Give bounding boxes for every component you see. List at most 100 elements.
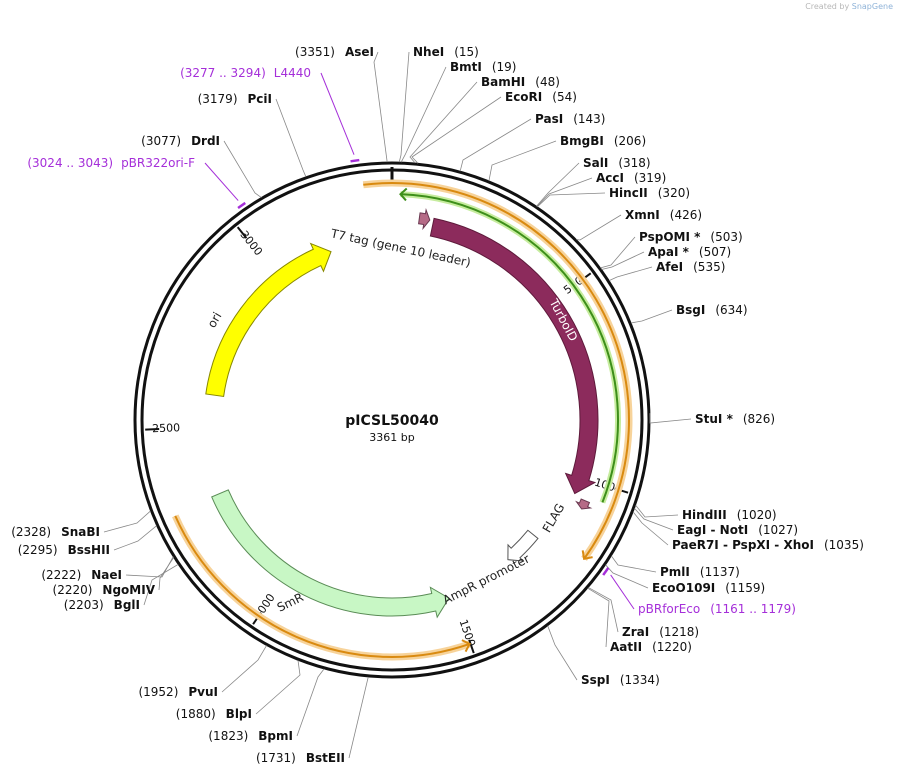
- site-leader: [610, 555, 657, 573]
- site-leader: [632, 511, 669, 546]
- site-name: AseI: [345, 45, 374, 59]
- site-position: (503): [710, 230, 742, 244]
- site-leader: [537, 192, 606, 208]
- site-position: (1334): [620, 673, 660, 687]
- site-label: HincII (320): [609, 186, 690, 200]
- site-label: (2328) SnaBI: [11, 525, 100, 539]
- site-label: PaeR7I - PspXI - XhoI (1035): [672, 538, 864, 552]
- site-position: (3077): [141, 134, 181, 148]
- site-label: (2203) BglI: [64, 598, 140, 612]
- site-leader: [536, 177, 593, 207]
- site-position: (2220): [53, 583, 93, 597]
- site-position: (1218): [659, 625, 699, 639]
- t7tag-arrow: [418, 207, 431, 231]
- credit-prefix: Created by: [805, 2, 850, 11]
- site-leader: [348, 676, 369, 759]
- site-leader: [411, 96, 502, 164]
- site-name: BsgI: [676, 303, 705, 317]
- site-name: AfeI: [656, 260, 683, 274]
- smr-arrow: [211, 489, 450, 619]
- site-label: XmnI (426): [625, 208, 702, 222]
- site-name: SnaBI: [61, 525, 100, 539]
- tick-mark: [236, 226, 248, 239]
- tick-label: 2500: [152, 421, 180, 435]
- site-label: HindIII (1020): [682, 508, 777, 522]
- site-name: SalI: [583, 156, 608, 170]
- site-leader: [608, 266, 653, 281]
- site-position: (19): [492, 60, 517, 74]
- cds-arrowhead: [399, 187, 408, 202]
- site-name: PciI: [248, 92, 273, 106]
- ampr-promoter-arrow: [507, 529, 539, 562]
- site-leader: [158, 557, 175, 591]
- site-label: BsgI (634): [676, 303, 748, 317]
- plasmid-name: pICSL50040: [345, 413, 439, 429]
- tick-mark: [145, 428, 160, 431]
- site-leader: [587, 587, 610, 648]
- site-position: (2295): [18, 543, 58, 557]
- site-position: (535): [693, 260, 725, 274]
- tick-mark: [468, 639, 475, 654]
- site-position: (2222): [41, 568, 81, 582]
- primer-bar: [237, 201, 246, 210]
- site-position: (318): [618, 156, 650, 170]
- site-label: BmgBI (206): [560, 134, 646, 148]
- site-leader: [125, 556, 174, 578]
- orf-arrowhead: [461, 639, 471, 653]
- site-position: (319): [634, 171, 666, 185]
- site-name: ZraI: [622, 625, 649, 639]
- ori-arrow: [205, 242, 332, 398]
- site-label: (3179) PciI: [198, 92, 272, 106]
- site-name: BpmI: [258, 729, 293, 743]
- site-name: NgoMIV: [102, 583, 155, 597]
- feature-label-ampr-promoter: AmpR promoter: [441, 552, 532, 608]
- flag-arrow: [575, 498, 593, 510]
- site-label: SalI (318): [583, 156, 651, 170]
- site-name: EcoO109I: [652, 581, 715, 595]
- primer-label: pBRforEco (1161 .. 1179): [638, 602, 796, 616]
- feature-label-ori: ori: [205, 310, 225, 331]
- site-leader: [409, 81, 478, 164]
- site-position: (1880): [176, 707, 216, 721]
- orf-line: [363, 182, 630, 560]
- site-name: PvuI: [188, 685, 218, 699]
- site-leader: [547, 625, 578, 681]
- site-label: PasI (143): [535, 112, 605, 126]
- site-name: BstEII: [306, 751, 345, 765]
- orf-arrowhead: [581, 550, 593, 561]
- site-leader: [600, 236, 636, 269]
- site-leader: [143, 564, 179, 606]
- site-label: EcoRI (54): [505, 90, 577, 104]
- site-position: (1020): [737, 508, 777, 522]
- site-label: ZraI (1218): [622, 625, 699, 639]
- site-label: PmlI (1137): [660, 565, 740, 579]
- primer-range: (3277 .. 3294): [180, 66, 266, 80]
- site-label: BmtI (19): [450, 60, 517, 74]
- site-position: (206): [614, 134, 646, 148]
- site-leader: [296, 668, 325, 737]
- site-leader: [459, 118, 532, 172]
- site-position: (15): [454, 45, 479, 59]
- site-position: (1137): [700, 565, 740, 579]
- orf-line: [174, 515, 470, 658]
- site-name: NaeI: [91, 568, 122, 582]
- site-label: (1952) PvuI: [138, 685, 218, 699]
- site-leaders: [103, 51, 692, 759]
- site-leader: [113, 525, 157, 551]
- site-label: (3077) DrdI: [141, 134, 220, 148]
- site-label: (1823) BpmI: [208, 729, 293, 743]
- site-position: (1823): [208, 729, 248, 743]
- turboid-arrow: [429, 217, 599, 495]
- site-name: AatII: [610, 640, 642, 654]
- site-leader: [398, 51, 410, 163]
- site-name: PspOMI *: [639, 230, 701, 244]
- site-name: BlpI: [226, 707, 252, 721]
- site-name: DrdI: [191, 134, 220, 148]
- site-label: (1731) BstEII: [256, 751, 345, 765]
- primer-name: pBRforEco: [638, 602, 700, 616]
- site-position: (1035): [824, 538, 864, 552]
- site-label: NheI (15): [413, 45, 479, 59]
- site-leader: [536, 162, 580, 207]
- site-label: EagI - NotI (1027): [677, 523, 798, 537]
- site-name: HincII: [609, 186, 648, 200]
